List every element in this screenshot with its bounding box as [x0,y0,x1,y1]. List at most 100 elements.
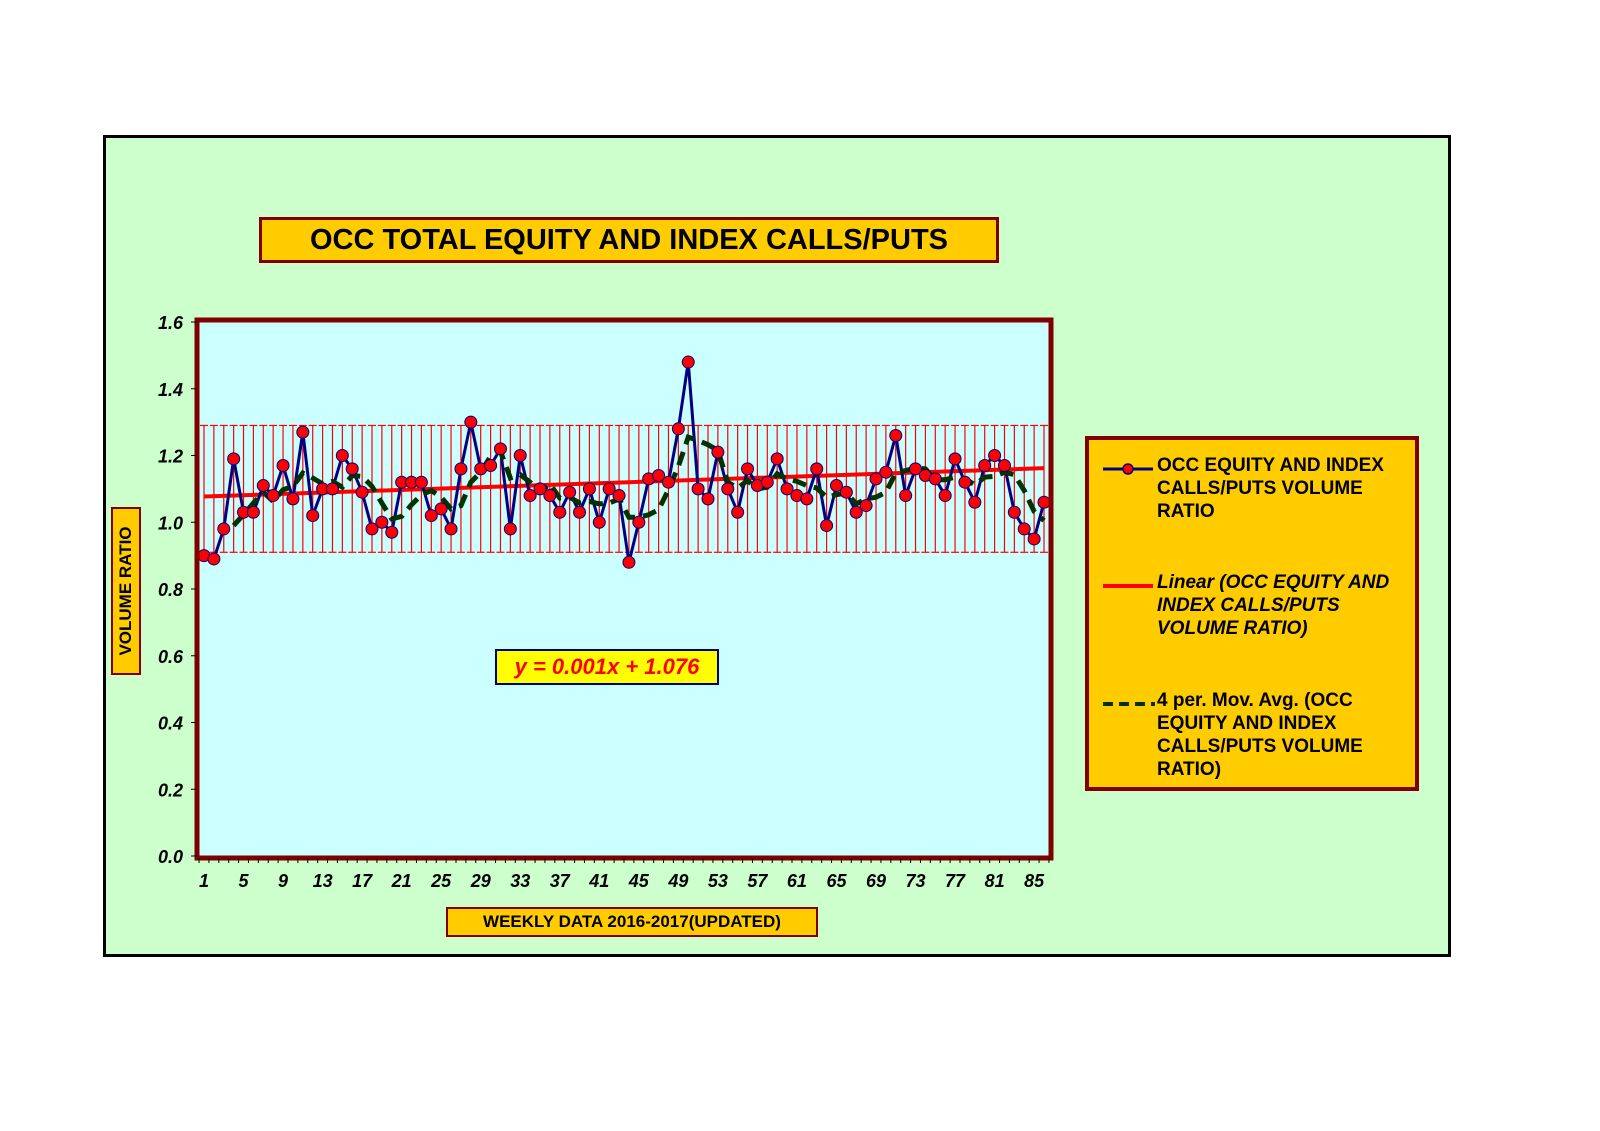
data-point [978,459,992,473]
data-point [988,449,1002,462]
data-point [1027,532,1041,546]
data-point [800,492,814,506]
data-point [582,482,596,496]
x-tick-label: 33 [510,871,530,891]
data-point [365,522,379,536]
data-point [375,515,389,529]
data-point [958,475,972,489]
data-point [246,505,260,519]
data-point [592,515,606,529]
data-point [523,489,537,503]
data-point [849,505,863,519]
data-point [464,415,478,429]
data-point [227,452,241,466]
data-point [424,509,438,523]
data-point [563,485,577,499]
data-point [711,445,725,459]
data-point [503,522,517,536]
data-point [286,492,300,506]
data-point [513,449,527,462]
x-tick-label: 73 [906,871,926,891]
data-point [345,462,359,476]
x-tick-label: 13 [313,871,333,891]
data-point [820,519,834,533]
y-tick-label: 0.6 [158,647,184,667]
x-tick-label: 29 [470,871,491,891]
data-point [632,515,646,529]
y-tick-label: 0.2 [158,780,183,800]
data-point [256,479,270,493]
data-point [909,462,923,476]
data-point [810,462,824,476]
data-point [602,482,616,496]
x-tick-label: 21 [391,871,412,891]
data-point [612,489,626,503]
data-point [444,522,458,536]
data-point [721,482,735,496]
data-point [533,482,547,496]
y-axis-label-text: VOLUME RATIO [116,526,135,656]
data-point [553,505,567,519]
data-point [1037,495,1051,509]
x-tick-label: 69 [866,871,886,891]
data-point [839,485,853,499]
data-point [968,495,982,509]
data-point [484,459,498,473]
data-point [938,489,952,503]
data-point [266,489,280,503]
x-tick-label: 53 [708,871,728,891]
x-tick-label: 57 [747,871,768,891]
chart-title: OCC TOTAL EQUITY AND INDEX CALLS/PUTS [259,217,999,263]
y-tick-label: 1.6 [158,313,184,333]
x-tick-label: 5 [239,871,250,891]
moving-average-line [231,433,1046,528]
data-point [207,552,221,566]
data-point [879,465,893,479]
data-point [661,475,675,489]
plot-background [199,322,1049,856]
y-tick-label: 0.4 [158,714,183,734]
data-point [355,485,369,499]
data-point [701,492,715,506]
data-point [889,428,903,442]
data-point [434,502,448,516]
data-point [1007,505,1021,519]
data-point [276,459,290,473]
x-tick-label: 81 [985,871,1005,891]
data-point [731,505,745,519]
x-tick-label: 25 [430,871,452,891]
x-tick-label: 77 [945,871,966,891]
x-tick-label: 85 [1024,871,1045,891]
y-tick-label: 1.0 [158,513,183,533]
x-tick-label: 65 [826,871,847,891]
data-point [780,482,794,496]
legend-label: Linear (OCC EQUITY AND INDEX CALLS/PUTS … [1157,572,1390,639]
data-point [671,422,685,436]
legend-label: 4 per. Mov. Avg. (OCC EQUITY AND INDEX C… [1157,690,1363,780]
x-tick-label: 45 [628,871,650,891]
data-point [652,469,666,483]
line-marker-icon [1103,463,1153,475]
data-point [760,475,774,489]
data-point [681,355,695,369]
data-point [1017,522,1031,536]
y-axis-label: VOLUME RATIO [111,507,141,675]
trendline-equation: y = 0.001x + 1.076 [495,649,719,685]
data-point [414,475,428,489]
data-point [741,462,755,476]
x-tick-label: 1 [199,871,209,891]
data-point [296,425,310,439]
dashed-line-icon [1103,702,1155,706]
x-tick-label: 17 [352,871,373,891]
data-point [869,472,883,486]
x-tick-label: 61 [787,871,807,891]
data-point [691,482,705,496]
data-point [385,525,399,539]
data-point [899,489,913,503]
y-tick-label: 0.0 [158,847,183,867]
y-tick-label: 0.8 [158,580,183,600]
data-point [217,522,231,536]
data-point [948,452,962,466]
x-axis-label: WEEKLY DATA 2016-2017(UPDATED) [446,907,818,937]
